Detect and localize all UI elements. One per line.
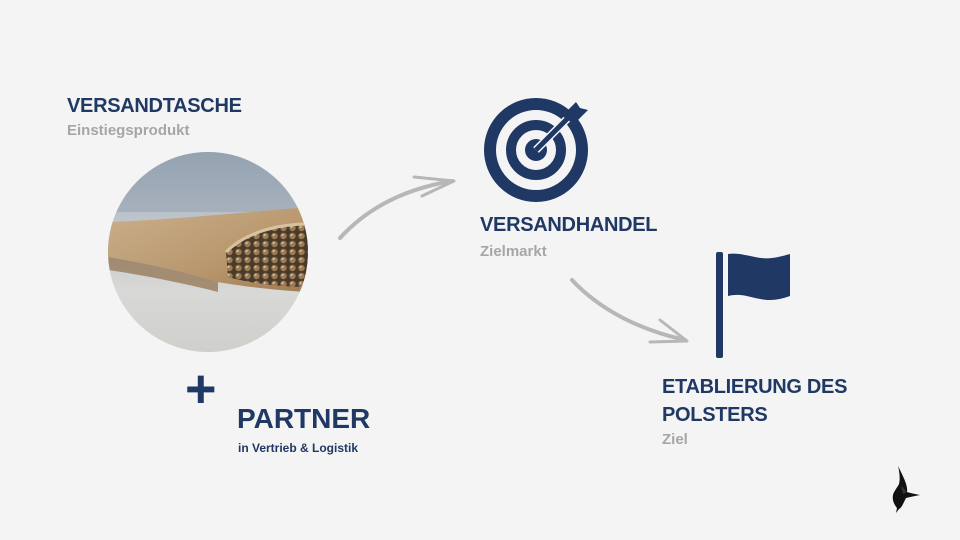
goal-title-line1: ETABLIERUNG DES	[662, 373, 847, 401]
partner-subtitle: in Vertrieb & Logistik	[238, 440, 358, 456]
target-icon	[484, 94, 594, 204]
flag-icon	[712, 252, 792, 360]
bird-logo-icon	[888, 464, 922, 514]
goal-subtitle: Ziel	[662, 430, 688, 450]
partner-title: PARTNER	[237, 402, 370, 436]
product-photo	[108, 152, 308, 352]
plus-sign: +	[185, 362, 217, 416]
product-title: VERSANDTASCHE	[67, 92, 242, 120]
goal-title-line2: POLSTERS	[662, 401, 767, 429]
product-subtitle: Einstiegsprodukt	[67, 121, 190, 141]
market-subtitle: Zielmarkt	[480, 242, 547, 262]
market-title: VERSANDHANDEL	[480, 211, 657, 239]
